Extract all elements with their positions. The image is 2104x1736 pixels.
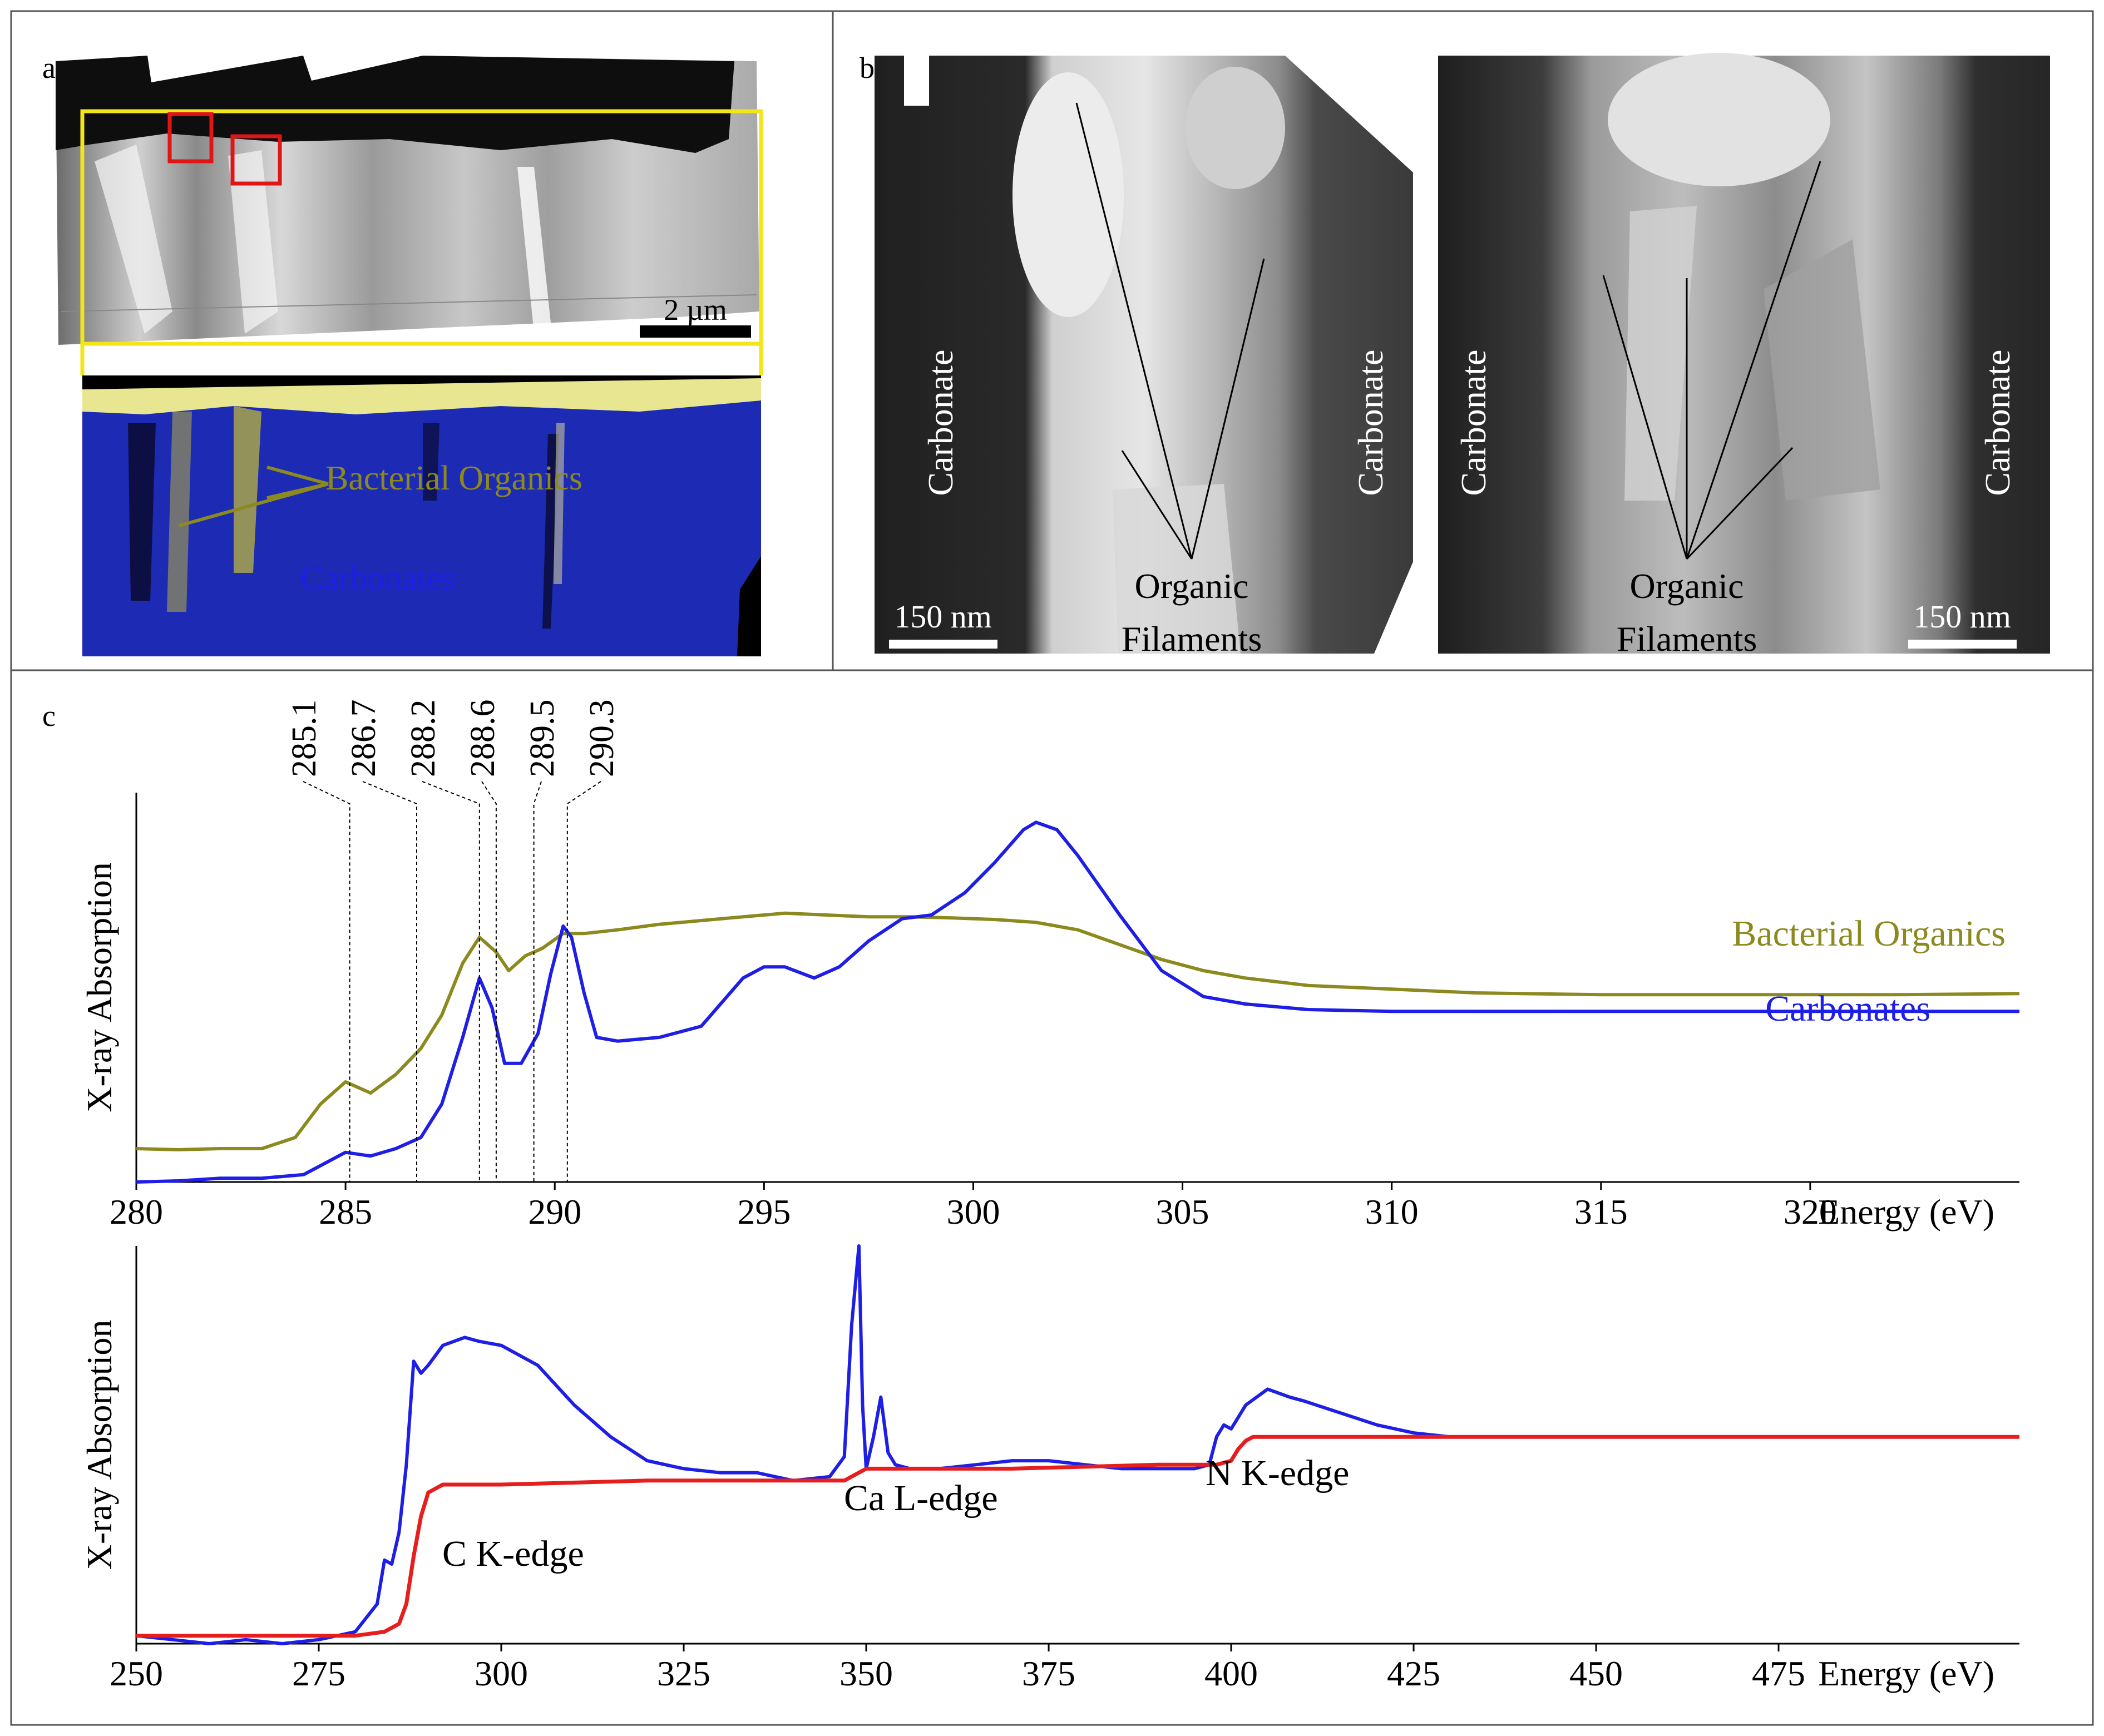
- x-tick-label: 375: [1022, 1654, 1075, 1693]
- x-tick-label: 290: [528, 1192, 581, 1231]
- legend-entry-1: Bacterial Organics: [1732, 913, 2006, 954]
- tem-image-left: [875, 56, 1413, 654]
- peak-marker-line: [533, 781, 542, 1182]
- panel-b: b Carbonate Carbonate Organic Filaments …: [860, 51, 2050, 659]
- map-label-organics: Bacterial Organics: [325, 459, 582, 497]
- scale-bar-a: [640, 325, 751, 338]
- tem-montage-image: [56, 56, 759, 345]
- series-line-2: [136, 820, 2019, 1184]
- x-tick-label: 275: [292, 1654, 345, 1693]
- organics-leader-1: [266, 466, 329, 486]
- peak-marker-label: 290.3: [583, 700, 621, 778]
- filament-label-left-line2: Filaments: [1122, 619, 1262, 659]
- panel-a-label: a: [42, 51, 56, 85]
- carbonate-label-right-1: Carbonate: [1454, 350, 1493, 496]
- scale-bar-b-left: [889, 640, 997, 649]
- x-tick-label: 320: [1784, 1192, 1837, 1231]
- tem-image-right: [1438, 53, 2050, 654]
- x-axis-label: Energy (eV): [1818, 1192, 1994, 1231]
- y-axis-label: X-ray Absorption: [80, 1320, 119, 1570]
- peak-marker-line: [303, 781, 350, 1182]
- x-tick-label: 285: [319, 1192, 372, 1231]
- map-label-carbonates: Carbonates: [300, 560, 456, 597]
- peak-marker-line: [422, 781, 480, 1182]
- x-tick-label: 325: [657, 1654, 710, 1693]
- x-tick-label: 310: [1365, 1192, 1419, 1231]
- scale-bar-a-label: 2 µm: [664, 293, 727, 327]
- x-tick-label: 300: [475, 1654, 528, 1693]
- x-tick-label: 295: [737, 1192, 791, 1231]
- filament-pointers-right: [1602, 161, 1821, 560]
- peak-marker-label: 288.2: [404, 700, 442, 778]
- x-tick-label: 250: [110, 1654, 163, 1693]
- legend-entry-2: Carbonates: [1765, 988, 1930, 1029]
- edge-label-ca: Ca L-edge: [844, 1478, 998, 1519]
- organics-leader-3: [179, 482, 329, 527]
- panel-a: a 2 µm Bact: [42, 51, 763, 656]
- chart-wide-range-spectrum: 250 275 300 325 350 375 400 425 450 475 Energy (eV…: [80, 1244, 2019, 1693]
- chemical-map-image: [82, 375, 761, 656]
- y-axis-label: X-ray Absorption: [80, 862, 119, 1112]
- scale-bar-b-left-label: 150 nm: [894, 599, 992, 635]
- scale-bar-b-right: [1908, 640, 2017, 649]
- edge-label-c: C K-edge: [442, 1534, 584, 1574]
- x-tick-label: 350: [839, 1654, 893, 1693]
- x-tick-label: 400: [1204, 1654, 1258, 1693]
- x-axis-label: Energy (eV): [1818, 1654, 1994, 1693]
- scale-bar-b-right-label: 150 nm: [1913, 599, 2011, 635]
- highlight-box: [80, 109, 763, 346]
- x-tick-label: 425: [1387, 1654, 1440, 1693]
- peak-marker-line: [566, 781, 601, 1182]
- peak-marker-label: 285.1: [285, 700, 323, 778]
- peak-marker-line: [481, 781, 497, 1182]
- carbonate-label-left-1: Carbonate: [921, 350, 960, 496]
- x-tick-label: 315: [1574, 1192, 1628, 1231]
- carbonate-label-right-2: Carbonate: [1978, 350, 2017, 496]
- peak-marker-label: 288.6: [464, 700, 502, 778]
- edge-label-n: N K-edge: [1206, 1453, 1349, 1493]
- peak-marker-line: [362, 781, 417, 1182]
- roi-box-1: [167, 112, 214, 164]
- series-line-1: [136, 1244, 2019, 1645]
- x-tick-label: 475: [1752, 1654, 1805, 1693]
- peak-marker-label: 289.5: [523, 700, 561, 778]
- carbonate-label-left-2: Carbonate: [1351, 350, 1390, 496]
- filament-label-right-line1: Organic: [1630, 566, 1744, 606]
- figure-frame: [10, 10, 2094, 1726]
- x-tick-label: 305: [1156, 1192, 1209, 1231]
- filament-label-left-line1: Organic: [1135, 566, 1249, 606]
- x-tick-label: 280: [110, 1192, 163, 1231]
- edge-labels: C K-edge Ca L-edge N K-edge: [442, 1453, 1349, 1574]
- series-line-1: [136, 911, 2020, 1151]
- roi-box-2: [230, 134, 282, 186]
- filament-label-right-line2: Filaments: [1617, 619, 1757, 659]
- peak-marker-label: 286.7: [345, 700, 383, 778]
- series-line-2: [136, 1435, 2019, 1638]
- x-tick-label: 450: [1569, 1654, 1623, 1693]
- panel-b-label: b: [860, 51, 875, 85]
- x-tick-label: 300: [946, 1192, 1000, 1231]
- panel-c-label: c: [42, 699, 56, 733]
- filament-pointers-left: [1075, 102, 1265, 560]
